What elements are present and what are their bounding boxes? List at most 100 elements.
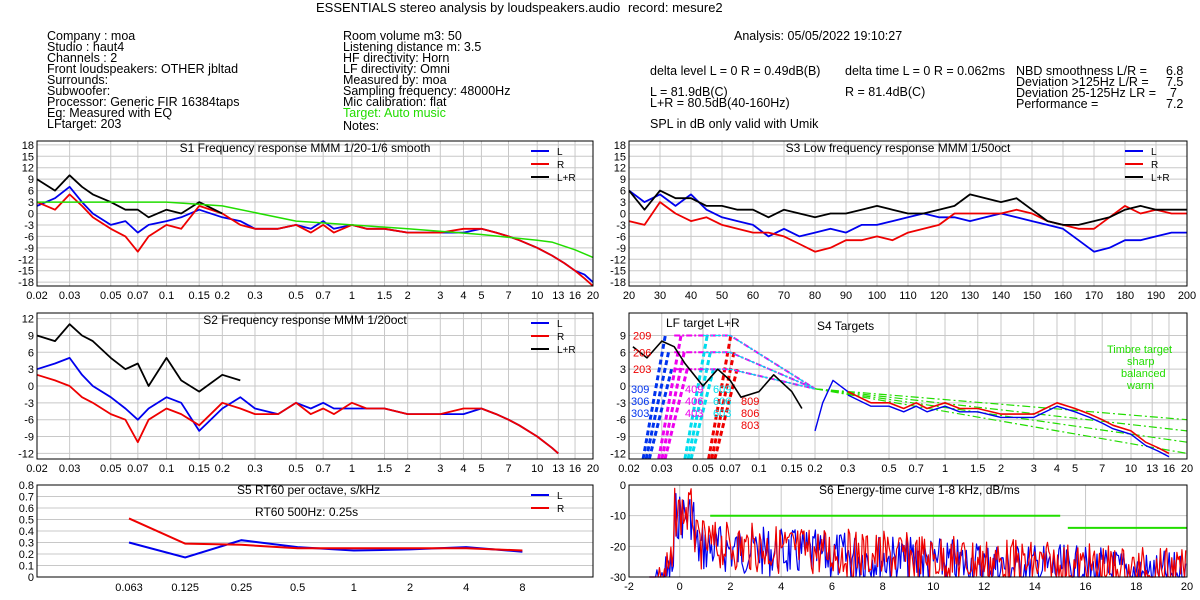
x-tick-label: 0.7 [909, 463, 924, 475]
info-line: LF directivity: Omni [343, 62, 450, 76]
target-plateau [674, 334, 816, 390]
score-value: 7.5 [1166, 75, 1184, 89]
score-value: 6.8 [1166, 64, 1184, 78]
info-line: Front loudspeakers: OTHER jbltad [47, 62, 239, 76]
y-tick-label: 9 [28, 174, 34, 186]
x-tick-label: 5 [1072, 463, 1078, 475]
x-tick-label: 4 [463, 582, 469, 594]
target-code: 406 [685, 396, 703, 408]
x-tick-label: 2 [998, 463, 1004, 475]
series-l-line [36, 356, 559, 455]
target-slope [657, 335, 683, 460]
y-tick-label: 0 [620, 209, 626, 221]
info-line: Eq: Measured with EQ [47, 106, 173, 120]
y-tick-label: 0.1 [19, 561, 34, 573]
y-tick-label: 0.7 [19, 492, 34, 504]
x-tick-label: 170 [1085, 290, 1103, 302]
legend-label: L [557, 319, 563, 330]
target-slope [644, 351, 670, 460]
x-tick-label: 3 [1031, 463, 1037, 475]
x-tick-label: 0 [677, 581, 683, 593]
target-code: 303 [631, 408, 649, 420]
x-tick-label: 120 [930, 290, 948, 302]
x-tick-label: 3 [437, 290, 443, 302]
series-l-line [814, 379, 849, 432]
x-tick-label: 13 [552, 463, 564, 475]
timbre-target-line [814, 388, 1188, 421]
y-tick-label: 18 [614, 140, 626, 152]
chart-title: S4 Targets [817, 319, 874, 333]
series-r-line [847, 390, 1170, 455]
x-tick-label: 0.7 [316, 290, 331, 302]
target-plateau [703, 334, 816, 390]
series-r-line [36, 193, 594, 287]
level-r: R = 81.4dB(C) [845, 85, 926, 99]
x-tick-label: 1 [349, 290, 355, 302]
timbre-target-line [814, 388, 1188, 454]
x-tick-label: 2 [407, 582, 413, 594]
plot-frame [628, 140, 1188, 287]
y-tick-label: 0.4 [19, 526, 34, 538]
timbre-target-line [814, 388, 1188, 432]
x-tick-label: 1.5 [970, 463, 985, 475]
chart-s5: 0.80.70.60.50.40.30.20.100.063 0.125 0.25 0… [19, 480, 594, 594]
x-tick-label: 4 [1054, 463, 1060, 475]
x-tick-label: 0.15 [781, 463, 802, 475]
legend-label: L+R [557, 173, 576, 184]
chart-s1: 0.02 0.03 0.05 0.07 0.1 0.15 0.2 0.3 0.5 0.7 1 1.5 2… [18, 140, 599, 302]
series-r-line [36, 373, 559, 455]
y-tick-label: 3 [28, 364, 34, 376]
x-tick-label: 12 [978, 581, 990, 593]
target-code: 309 [631, 384, 649, 396]
y-tick-label: -20 [610, 541, 626, 553]
chart-title: S2 Frequency response MMM 1/20oct [203, 313, 407, 327]
series-l-line [628, 189, 1187, 253]
y-tick-label: -3 [616, 398, 626, 410]
x-tick-label: 0.03 [651, 463, 672, 475]
x-tick-label: 160 [1054, 290, 1072, 302]
x-tick-label: 13 [552, 290, 564, 302]
y-tick-label: 6 [620, 186, 626, 198]
y-tick-label: 6 [28, 347, 34, 359]
info-line: Studio : haut4 [47, 40, 125, 54]
target-code: 209 [633, 330, 651, 342]
target-code: 206 [633, 347, 651, 359]
report-title: ESSENTIALS stereo analysis by loudspeake… [316, 0, 621, 15]
series-lr-line [628, 189, 1187, 226]
x-tick-label: 0.02 [26, 290, 47, 302]
x-tick-label: 90 [840, 290, 852, 302]
x-tick-label: 0.15 [188, 463, 209, 475]
y-tick-label: 0 [28, 209, 34, 221]
legend-label: L [1151, 147, 1157, 158]
x-tick-label: 20 [1181, 581, 1193, 593]
x-tick-label: 0.5 [288, 290, 303, 302]
x-tick-label: 10 [927, 581, 939, 593]
x-tick-label: 18 [1130, 581, 1142, 593]
target-code: 609 [713, 384, 731, 396]
x-tick-label: 200 [1178, 290, 1196, 302]
y-tick-label: -6 [24, 231, 34, 243]
series-lr-line [36, 323, 241, 393]
y-tick-label: -3 [24, 220, 34, 232]
x-tick-label: 5 [478, 290, 484, 302]
x-tick-label: 2 [727, 581, 733, 593]
x-tick-label: 80 [809, 290, 821, 302]
target-plateau [674, 351, 816, 390]
x-tick-label: 1.5 [377, 463, 392, 475]
info-line: Processor: Generic FIR 16384taps [47, 95, 240, 109]
series-l-line [847, 394, 1170, 458]
chart-title: S1 Frequency response MMM 1/20-1/6 smoot… [180, 141, 431, 155]
spl-note: SPL in dB only valid with Umik [650, 117, 819, 131]
info-line: Listening distance m: 3.5 [343, 40, 482, 54]
delta-level: delta level L = 0 R = 0.49dB(B) [650, 64, 821, 78]
x-tick-label: 0.02 [618, 463, 639, 475]
chart-s3: 20 30 40 50 60 70 80 90 100 110 120 130 140 150 160 170… [610, 140, 1196, 302]
y-tick-label: -6 [616, 415, 626, 427]
x-tick-label: 0.2 [215, 290, 230, 302]
y-tick-label: 0 [620, 480, 626, 492]
x-tick-label: 0.25 [231, 582, 252, 594]
chart-s4: 0.02 0.03 0.05 0.07 0.1 0.15 0.2 0.3 0.5 0.7 1 1.5 2… [610, 312, 1193, 475]
score-label: Performance = [1016, 97, 1099, 111]
target-slope [683, 335, 709, 460]
